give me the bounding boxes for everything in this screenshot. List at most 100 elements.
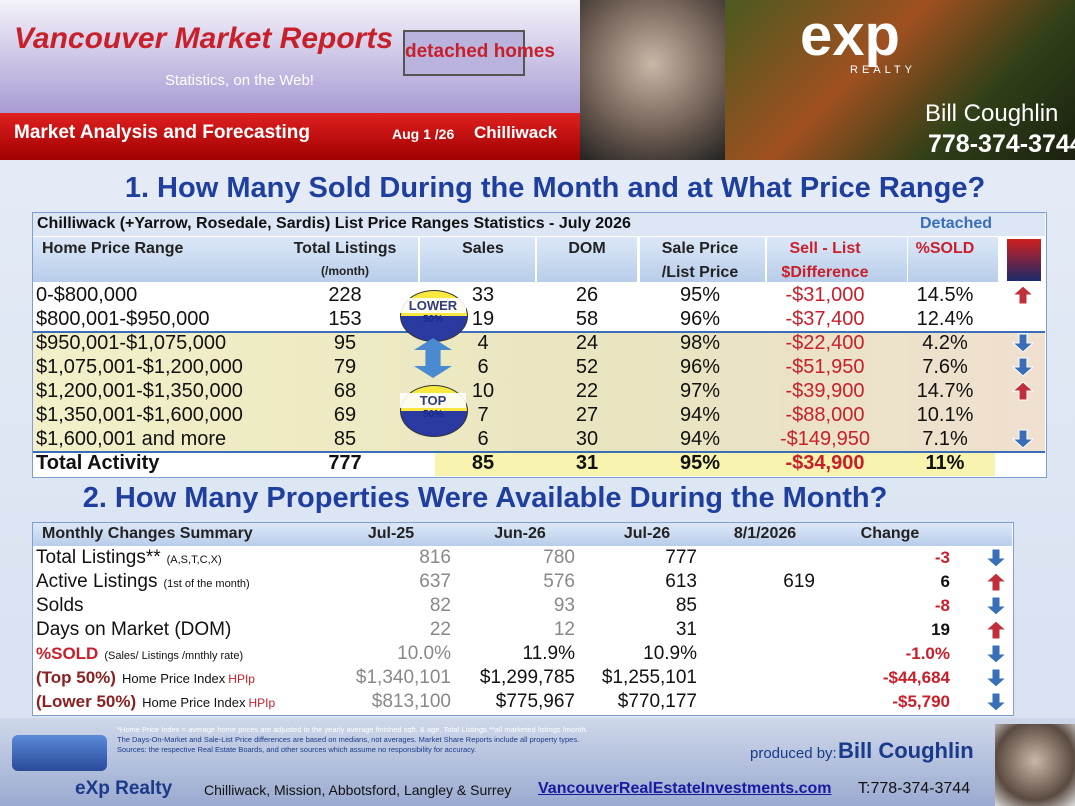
cell: 11.9% [522,643,575,664]
areas: Chilliwack, Mission, Abbotsford, Langley… [204,782,512,798]
cell: 69 [333,404,357,426]
cell: 637 [419,571,451,592]
produced: produced by: [750,745,837,762]
footer-bg [0,718,1075,806]
cell: 816 [419,547,451,568]
logo-sub: REALTY [850,64,916,76]
cell: 85 [675,595,697,616]
total-bg [435,451,995,476]
cell: 228 [328,284,362,306]
cell: 30 [575,428,599,450]
band-line [33,331,1045,333]
brand: eXp Realty [75,778,173,799]
producer: Bill Coughlin [838,738,974,763]
cell: -$51,950 [785,356,865,378]
cell: 79 [333,356,357,378]
cell: $770,177 [617,691,697,712]
cell: 0-$800,000 [36,284,138,306]
header-cell [420,237,535,282]
trend-arrow [985,692,1007,712]
footer-logo-mark [12,735,107,771]
cell: 153 [328,308,362,330]
trend-arrow [1012,357,1034,377]
cell: $1,200,001-$1,350,000 [36,380,243,402]
cell: 576 [543,571,575,592]
cell: 22 [575,380,599,402]
badge-text: 50% [422,314,443,325]
cell: 7.6% [922,356,968,378]
total-cell: -$34,900 [785,452,865,474]
column-header: 8/1/2026 [733,525,797,542]
agent: Bill Coughlin [925,100,1059,127]
column-header: Change [860,525,920,542]
cell: 619 [783,571,815,592]
subtitle: Statistics, on the Web! [165,72,314,89]
trend-arrow [985,644,1007,664]
cell: 22 [429,619,451,640]
column-header: Sell - List [789,240,861,257]
cell: 68 [333,380,357,402]
note: (1st of the month) [163,578,250,590]
column-header: Home Price Range [42,240,184,257]
cell: $1,299,785 [479,667,575,688]
title: Vancouver Market Reports [14,22,394,55]
label: (Top 50%) [36,668,116,687]
cell: $1,340,101 [355,667,451,688]
cell: $775,967 [495,691,575,712]
table-tag: Detached [920,215,993,232]
cell: 95% [679,284,721,306]
column-header: Jul-26 [623,525,671,542]
photo [580,0,725,160]
cell: $1,350,001-$1,600,000 [36,404,243,426]
row-label: (Top 50%) Home Price Index HPIp [36,666,255,690]
cell: 6 [477,356,489,378]
date: Aug 1 /26 [392,126,455,142]
title-row [33,213,1045,236]
header-cell [767,237,907,282]
cell: 19 [931,620,950,639]
cell: 613 [665,571,697,592]
phone: 778-374-3744 [928,130,1075,158]
header-cell [33,237,278,282]
note: (A,S,T,C,X) [166,554,222,566]
column-header: Jul-25 [367,525,415,542]
cell: 33 [471,284,495,306]
cell: 7 [477,404,489,426]
total-cell: 95% [679,452,721,474]
cell: $813,100 [371,691,451,712]
cell: 7.1% [922,428,968,450]
cell: 93 [553,595,575,616]
cell: 12 [553,619,575,640]
cell: 94% [679,428,721,450]
cell: 6 [477,428,489,450]
badge-text: TOP [400,393,466,408]
cell: 10.0% [397,643,451,664]
cell: 10.9% [643,643,697,664]
column-header: Jun-26 [494,525,546,542]
trend-arrow [1012,429,1034,449]
cell: 98% [679,332,721,354]
cell: $1,075,001-$1,200,000 [36,356,243,378]
trend-arrow [1012,285,1034,305]
cell: 24 [575,332,599,354]
trend-arrow [985,548,1007,568]
cell: -$44,684 [882,668,950,687]
url[interactable]: VancouverRealEstateInvestments.com [538,780,832,797]
label: Total Listings** [36,547,161,568]
total-cell: 11% [925,452,965,474]
header-bar [0,113,580,160]
area: Chilliwack [474,123,558,142]
footer-photo [995,724,1075,806]
cell: -$149,950 [779,428,871,450]
note: The Days-On-Market and Sale-List Price d… [117,735,580,744]
column-header: (/month) [321,264,369,278]
cell: -$22,400 [785,332,865,354]
cell: 96% [679,308,721,330]
column-header: DOM [568,240,606,257]
badge: detached homes [403,30,555,76]
cell: -3 [934,548,950,567]
cell: -$5,790 [892,692,950,711]
heading: 1. How Many Sold During the Month and at… [124,172,986,204]
cell: 780 [543,547,575,568]
